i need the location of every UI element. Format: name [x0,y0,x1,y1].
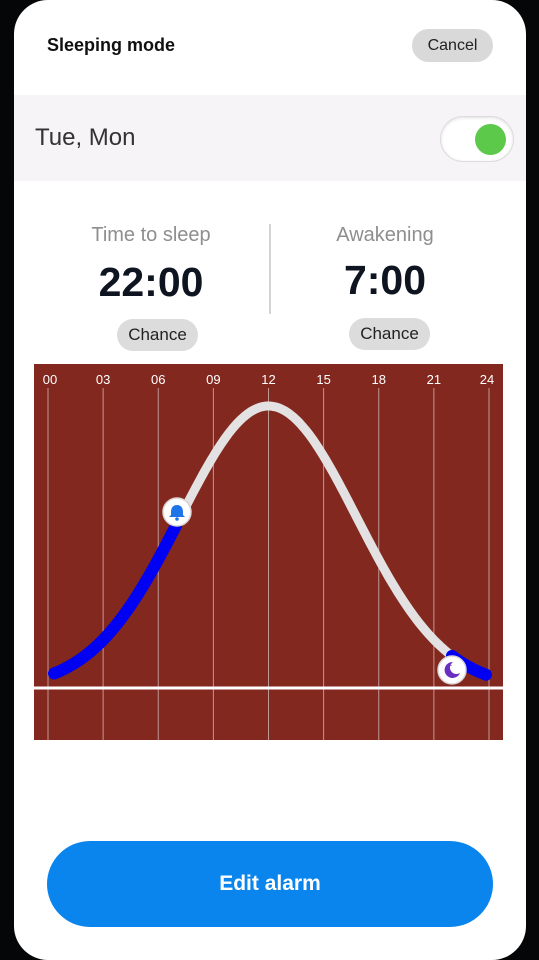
hour-tick-label: 00 [43,372,57,387]
edit-alarm-button[interactable]: Edit alarm [47,841,493,927]
sleep-marker[interactable]: z [437,655,467,685]
wake-time-label: Awakening [336,224,434,246]
moon-icon: z [444,661,460,678]
divider [269,224,271,314]
sleep-cycle-svg: 00 03 06 09 12 15 18 21 24 z [34,364,503,740]
toggle-knob [475,124,506,155]
page-title: Sleeping mode [47,35,176,55]
sleep-time-label: Time to sleep [91,224,211,246]
sleeping-mode-screen: Sleeping mode Cancel Tue, Mon Time to sl… [14,0,526,960]
sleep-time-value: 22:00 [98,259,204,305]
svg-text:z: z [449,661,452,668]
wake-marker[interactable] [162,497,192,527]
hour-tick-label: 09 [206,372,220,387]
bell-icon [169,505,185,521]
hour-tick-label: 24 [480,372,494,387]
header: Sleeping mode Cancel [14,0,526,94]
days-label: Tue, Mon [35,124,136,151]
awake-curve [172,401,456,660]
hour-tick-label: 18 [372,372,386,387]
wake-time-section: Awakening 7:00 [285,224,485,304]
change-sleep-time-button[interactable]: Chance [117,319,198,351]
sleep-marker-circle [437,655,467,685]
sleep-time-section: Time to sleep 22:00 [51,224,251,306]
hour-tick-label: 06 [151,372,165,387]
schedule-toggle[interactable] [440,116,514,162]
wake-time-value: 7:00 [343,257,427,303]
hour-tick-label: 21 [427,372,441,387]
sleep-cycle-chart[interactable]: 00 03 06 09 12 15 18 21 24 z [34,364,503,740]
cancel-button[interactable]: Cancel [412,29,493,62]
sleep-curve-morning [48,519,182,680]
hour-tick-label: 15 [316,372,330,387]
hour-tick-label: 03 [96,372,110,387]
hour-tick-label: 12 [261,372,275,387]
change-wake-time-button[interactable]: Chance [349,318,430,350]
